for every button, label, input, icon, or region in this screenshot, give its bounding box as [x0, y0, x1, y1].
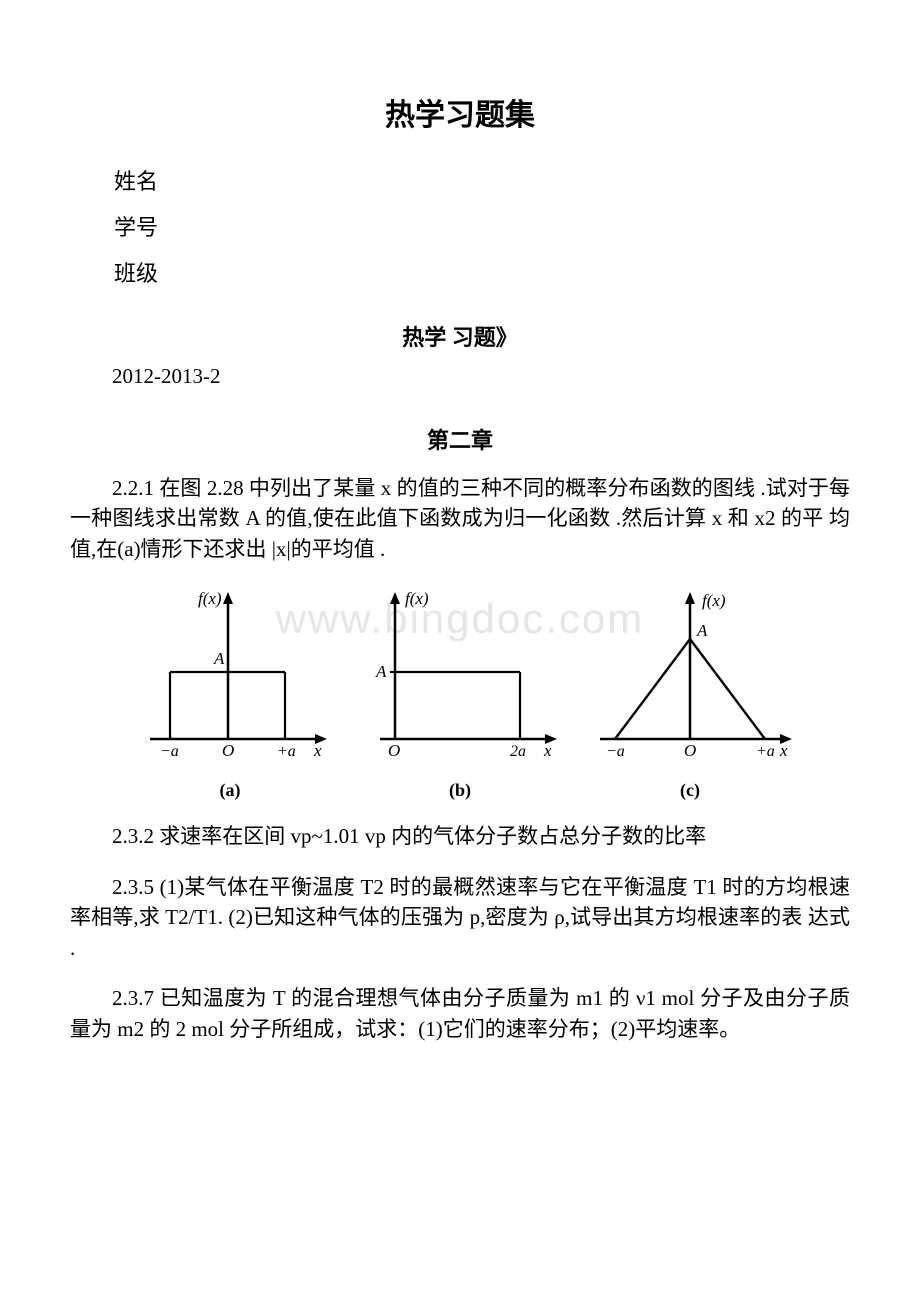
- subfig-a: f(x) A −a O +a x (a): [120, 584, 340, 801]
- chart-a: f(x) A −a O +a x: [120, 584, 340, 774]
- A-label-c: A: [696, 621, 708, 640]
- chart-b: f(x) A O 2a x: [350, 584, 570, 774]
- subfig-c: f(x) A −a O +a x (c): [580, 584, 800, 801]
- ylabel-a: f(x): [198, 589, 222, 608]
- A-label-b: A: [375, 662, 387, 681]
- ylabel-b: f(x): [405, 589, 429, 608]
- A-label-a: A: [213, 649, 225, 668]
- 2a-label: 2a: [510, 743, 526, 760]
- figure-2-28: f(x) A −a O +a x (a): [70, 584, 850, 801]
- subtitle: 热学 习题》: [70, 320, 850, 352]
- problem-2-3-2: 2.3.2 求速率在区间 vp~1.01 vp 内的气体分子数占总分子数的比率: [70, 821, 850, 851]
- plus-a-label: +a: [277, 743, 296, 760]
- O-label-c: O: [684, 741, 696, 760]
- ylabel-c: f(x): [702, 591, 726, 610]
- subfig-c-label: (c): [680, 780, 700, 801]
- date-line: 2012-2013-2: [70, 364, 850, 389]
- x-label-a: x: [313, 741, 322, 760]
- id-field: 学号: [70, 210, 850, 242]
- problem-2-3-5: 2.3.5 (1)某气体在平衡温度 T2 时的最概然速率与它在平衡温度 T1 时…: [70, 872, 850, 963]
- minus-a-label: −a: [160, 743, 179, 760]
- page-title: 热学习题集: [70, 90, 850, 134]
- plus-a-label-c: +a: [756, 743, 775, 760]
- minus-a-label-c: −a: [606, 743, 625, 760]
- class-field: 班级: [70, 256, 850, 288]
- x-label-b: x: [543, 741, 552, 760]
- problem-2-3-7: 2.3.7 已知温度为 T 的混合理想气体由分子质量为 m1 的 ν1 mol …: [70, 983, 850, 1044]
- name-field: 姓名: [70, 164, 850, 196]
- problem-2-2-1: 2.2.1 在图 2.28 中列出了某量 x 的值的三种不同的概率分布函数的图线…: [70, 473, 850, 564]
- O-label-b: O: [388, 741, 400, 760]
- chapter-heading: 第二章: [70, 423, 850, 455]
- subfig-a-label: (a): [220, 780, 241, 801]
- subfig-b: f(x) A O 2a x (b): [350, 584, 570, 801]
- chart-c: f(x) A −a O +a x: [580, 584, 800, 774]
- O-label-a: O: [222, 741, 234, 760]
- x-label-c: x: [779, 741, 788, 760]
- subfig-b-label: (b): [449, 780, 471, 801]
